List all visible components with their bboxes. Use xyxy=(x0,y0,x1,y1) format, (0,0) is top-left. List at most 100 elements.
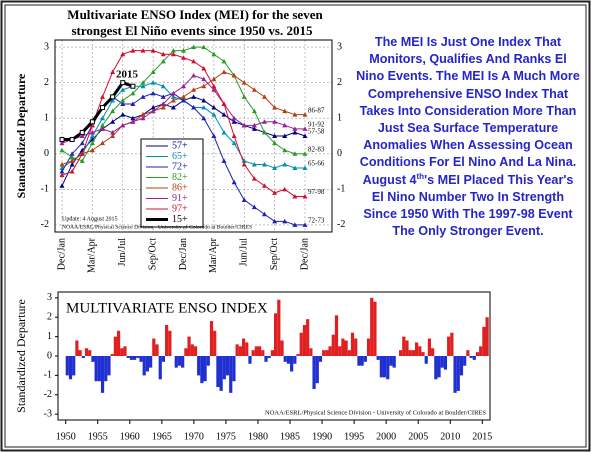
marker xyxy=(272,133,278,138)
bar xyxy=(405,340,409,356)
marker xyxy=(231,179,237,185)
x-tick-label: Sep/Oct xyxy=(147,238,158,270)
marker xyxy=(140,94,146,99)
bar xyxy=(235,344,239,356)
marker xyxy=(221,101,227,106)
marker xyxy=(292,222,298,227)
marker xyxy=(110,129,116,135)
y-tick-label: 1 xyxy=(337,113,342,124)
bar xyxy=(472,356,476,360)
marker xyxy=(201,105,207,110)
marker xyxy=(302,133,308,138)
bar xyxy=(94,356,98,382)
marker xyxy=(241,161,247,167)
bar xyxy=(193,346,198,356)
marker xyxy=(140,80,146,85)
marker xyxy=(130,90,136,96)
x-tick-label: 1995 xyxy=(344,431,364,442)
bar xyxy=(139,356,143,362)
marker xyxy=(251,176,257,181)
marker xyxy=(110,133,116,138)
bar xyxy=(290,356,294,372)
marker xyxy=(160,101,166,106)
y-axis-label: Standardized Departure xyxy=(14,299,28,413)
bar xyxy=(200,356,204,384)
marker xyxy=(201,97,207,103)
y-tick-label: -2 xyxy=(44,389,52,400)
marker xyxy=(170,48,176,53)
bar xyxy=(97,356,101,382)
bar xyxy=(408,350,412,356)
marker xyxy=(160,105,166,110)
bar xyxy=(341,338,345,356)
x-tick-label: 1950 xyxy=(56,431,76,442)
x-tick-label: Jun/Jul xyxy=(117,238,128,267)
bar xyxy=(283,356,287,362)
bar xyxy=(459,356,464,376)
marker xyxy=(191,94,197,99)
bar xyxy=(424,356,428,364)
marker xyxy=(150,69,156,74)
bar xyxy=(373,301,377,356)
marker xyxy=(302,193,308,199)
bar xyxy=(479,346,483,356)
marker xyxy=(100,105,105,111)
plot-area xyxy=(57,291,491,421)
marker xyxy=(79,129,85,135)
marker xyxy=(231,73,237,78)
bar xyxy=(482,326,486,356)
bar xyxy=(203,356,207,382)
bar xyxy=(427,338,432,356)
marker xyxy=(120,97,126,103)
bar xyxy=(129,356,133,360)
marker xyxy=(241,197,247,202)
bar xyxy=(379,356,383,378)
bar xyxy=(120,348,124,356)
bar xyxy=(78,350,82,356)
text: 's MEI Placed This Year's El Nino Number… xyxy=(363,172,574,239)
y-tick-label: 3 xyxy=(47,292,52,303)
x-tick-label: 1985 xyxy=(280,431,300,442)
bar xyxy=(241,338,246,356)
bar xyxy=(245,342,249,356)
marker xyxy=(282,218,288,224)
bar xyxy=(161,356,166,362)
description: The MEI Is Just One Index That Monitors,… xyxy=(355,34,581,240)
bar xyxy=(213,330,217,356)
bar xyxy=(145,356,150,372)
end-label: 97-98 xyxy=(308,188,325,196)
x-tick-label: 1990 xyxy=(312,431,332,442)
y-tick-label: 1 xyxy=(47,331,52,342)
bar xyxy=(91,356,95,362)
bar xyxy=(197,356,201,376)
marker xyxy=(201,83,207,89)
marker xyxy=(120,101,126,106)
marker xyxy=(110,94,116,100)
bar xyxy=(360,356,364,366)
marker xyxy=(262,161,267,167)
annotation: Update: 4 August 2015 xyxy=(62,216,118,222)
bar xyxy=(257,346,262,356)
bar xyxy=(136,356,140,358)
marker xyxy=(120,80,126,86)
marker xyxy=(302,151,308,156)
marker xyxy=(211,83,217,89)
marker xyxy=(110,97,116,103)
marker xyxy=(282,186,288,192)
bar xyxy=(421,352,425,356)
marker xyxy=(262,129,267,135)
marker xyxy=(89,119,95,125)
x-tick-label: Mar/Apr xyxy=(87,237,98,273)
y-tick-label: 3 xyxy=(337,41,342,52)
end-label: 91-92 xyxy=(308,120,325,128)
bar xyxy=(443,356,448,370)
bar xyxy=(209,321,214,356)
marker xyxy=(110,119,116,124)
x-tick-label: 1975 xyxy=(216,431,236,442)
marker xyxy=(170,94,176,99)
bar xyxy=(107,356,111,376)
marker xyxy=(181,97,186,103)
x-tick-label: Sep/Oct xyxy=(269,238,280,270)
bar xyxy=(72,356,76,376)
